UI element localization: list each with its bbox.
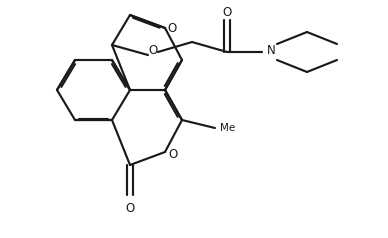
Text: O: O [222,5,232,19]
Text: Me: Me [220,123,235,133]
Text: N: N [267,44,276,56]
Text: O: O [148,44,158,56]
Text: O: O [125,202,135,214]
Text: O: O [167,21,177,35]
Text: O: O [168,149,178,162]
